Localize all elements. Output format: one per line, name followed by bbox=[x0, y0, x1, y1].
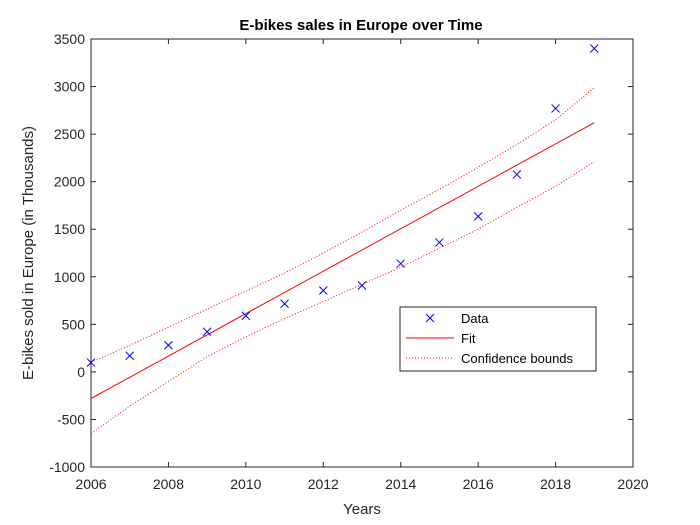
plot-area bbox=[90, 38, 634, 468]
fit-layer bbox=[90, 122, 595, 399]
legend: Data Fit Confidence bounds bbox=[399, 306, 597, 372]
y-tick-label: 1500 bbox=[54, 221, 85, 237]
y-axis-label: E-bikes sold in Europe (in Thousands) bbox=[20, 126, 37, 380]
y-tick-label: -500 bbox=[57, 411, 85, 427]
legend-marker-data bbox=[425, 313, 435, 323]
data-point bbox=[357, 281, 367, 290]
x-tick-label: 2010 bbox=[230, 476, 261, 492]
y-axis: -1000 -500 0 500 1000 1500 2000 2500 3000 3500 bbox=[49, 31, 633, 475]
x-tick-label: 2014 bbox=[385, 476, 416, 492]
data-points-layer bbox=[86, 44, 599, 367]
y-tick-label: 2000 bbox=[54, 174, 85, 190]
y-tick-label: 500 bbox=[62, 316, 86, 332]
data-point bbox=[396, 259, 406, 268]
data-point bbox=[125, 351, 135, 361]
y-tick-label: 0 bbox=[77, 364, 85, 380]
y-tick-label: 3500 bbox=[54, 31, 85, 47]
x-axis: 2006 2008 2010 2012 2014 2016 2018 2020 bbox=[75, 39, 649, 492]
data-point bbox=[86, 358, 96, 367]
upper-confidence-bound bbox=[90, 87, 595, 363]
y-tick-label: 1000 bbox=[54, 269, 85, 285]
data-point bbox=[164, 340, 173, 350]
confidence-bounds-layer bbox=[90, 87, 595, 435]
x-tick-label: 2020 bbox=[617, 476, 648, 492]
data-point bbox=[241, 311, 251, 321]
data-point bbox=[512, 170, 522, 179]
y-tick-label: -1000 bbox=[49, 459, 85, 475]
x-axis-label: Years bbox=[343, 501, 381, 518]
y-tick-label: 2500 bbox=[54, 126, 85, 142]
data-point bbox=[435, 238, 444, 247]
legend-label-data: Data bbox=[461, 311, 489, 326]
data-point bbox=[589, 44, 599, 53]
x-tick-label: 2012 bbox=[308, 476, 339, 492]
x-tick-label: 2018 bbox=[540, 476, 571, 492]
legend-label-fit: Fit bbox=[461, 331, 476, 346]
legend-box bbox=[399, 306, 597, 372]
data-point bbox=[318, 286, 328, 295]
axes-box bbox=[90, 38, 634, 468]
data-point bbox=[473, 212, 483, 221]
data-point bbox=[202, 327, 212, 337]
x-tick-label: 2016 bbox=[463, 476, 494, 492]
chart-title: E-bikes sales in Europe over Time bbox=[239, 17, 482, 34]
x-tick-label: 2006 bbox=[75, 476, 106, 492]
fit-line bbox=[90, 122, 595, 399]
legend-label-bounds: Confidence bounds bbox=[461, 351, 574, 366]
y-tick-label: 3000 bbox=[54, 79, 85, 95]
x-tick-label: 2008 bbox=[153, 476, 184, 492]
data-point bbox=[280, 299, 289, 309]
data-point bbox=[551, 104, 560, 113]
